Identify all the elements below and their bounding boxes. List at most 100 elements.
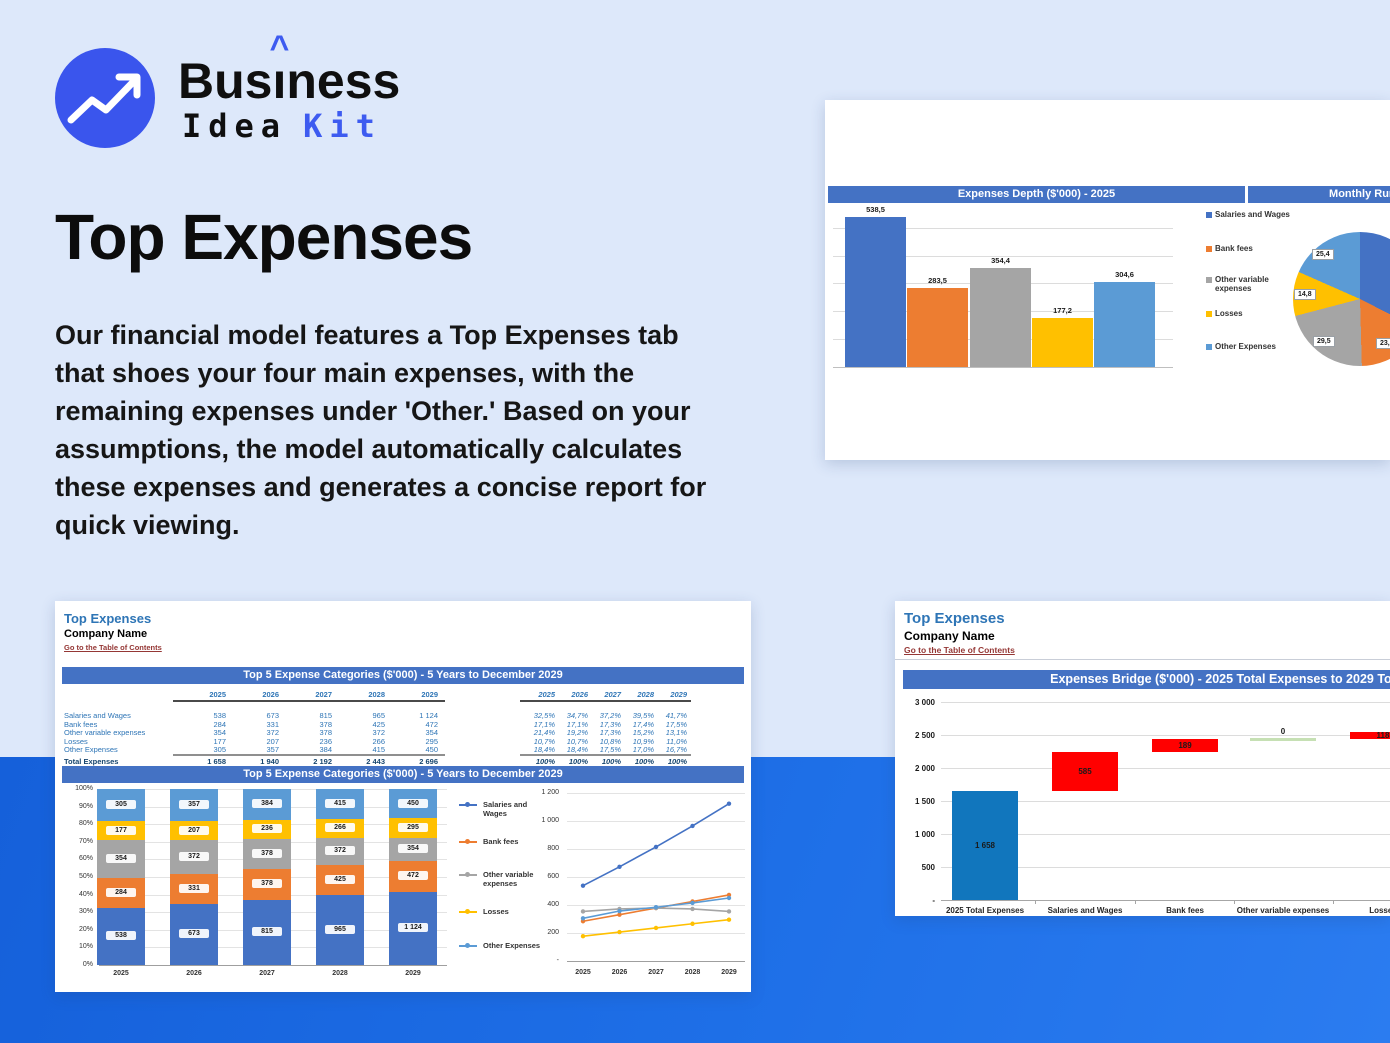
line-point <box>726 801 732 806</box>
table-cell: 415 <box>372 745 385 755</box>
stack-value-label: 815 <box>252 927 282 937</box>
legend-swatch <box>1206 277 1212 283</box>
legend-label: Other Expenses <box>483 941 541 950</box>
legend-label: Losses <box>483 907 509 916</box>
table-pct-cell: 17,1% <box>533 719 555 729</box>
stack-value-label: 673 <box>179 929 209 939</box>
runrate-chart-title: Monthly Run-Rate ($'000 <box>1248 186 1390 203</box>
grid-line <box>567 961 745 962</box>
x-tick-label: Other variable expenses <box>1236 906 1330 915</box>
table-cell: 372 <box>372 728 385 738</box>
table-pct-cell: 21,4% <box>533 728 555 738</box>
brand-word-idea: Idea <box>182 107 288 145</box>
stack-value-label: 415 <box>325 798 355 808</box>
table-cell: 378 <box>319 728 332 738</box>
table-pct-cell: 10,8% <box>599 736 621 746</box>
table-rule <box>520 753 691 756</box>
legend-swatch <box>1206 344 1212 350</box>
grid-line <box>833 227 1173 229</box>
x-tick-label: 2025 <box>113 970 129 977</box>
table-row-label: Other Expenses <box>64 745 118 755</box>
table-cell: 378 <box>319 719 332 729</box>
legend-label: Losses <box>1215 309 1243 318</box>
table-cell: 425 <box>372 719 385 729</box>
bar-value-label: 177,2 <box>1053 305 1072 315</box>
stack-value-label: 425 <box>325 875 355 885</box>
y-tick-label: 600 <box>547 873 559 880</box>
grid-line <box>567 933 745 934</box>
y-tick-label: - <box>932 896 935 905</box>
table-year-header: 2028 <box>368 690 385 699</box>
stack-value-label: 384 <box>252 799 282 809</box>
table-pct-cell: 17,4% <box>632 719 654 729</box>
y-tick-label: 50% <box>78 873 93 880</box>
grid-line <box>941 801 1390 802</box>
y-tick-label: 70% <box>78 837 93 845</box>
waterfall-bar <box>1052 751 1118 791</box>
table-pct-cell: 10,7% <box>566 736 588 746</box>
line-point <box>653 925 659 931</box>
grid-line <box>567 793 745 794</box>
line-point <box>580 883 586 888</box>
table-cell: 295 <box>425 736 438 746</box>
table-year-header: 2026 <box>571 690 588 699</box>
waterfall-bar <box>1350 731 1390 740</box>
table-of-contents-link: Go to the Table of Contents <box>64 643 162 652</box>
y-tick-label: 1 000 <box>541 817 559 824</box>
sheet-company-name: Company Name <box>64 628 148 640</box>
x-tick-label: Losses <box>1369 906 1390 915</box>
table-year-header: 2028 <box>637 690 654 699</box>
y-tick-label: 10% <box>78 943 93 951</box>
stack-value-label: 965 <box>325 925 355 935</box>
stack-value-label: 266 <box>325 823 355 833</box>
divider <box>895 659 1390 660</box>
line-point <box>690 921 695 926</box>
stack-value-label: 378 <box>252 849 282 859</box>
x-tick-label: 2029 <box>721 969 737 976</box>
y-tick-label: - <box>556 957 559 964</box>
x-tick-label: 2026 <box>186 970 202 977</box>
legend-swatch <box>1206 246 1212 252</box>
waterfall-value-label: 0 <box>1280 727 1286 737</box>
table-year-header: 2029 <box>670 690 687 699</box>
table-cell: 538 <box>213 711 226 720</box>
table-row-label: Losses <box>64 736 88 746</box>
pie-slice-label: 25,4 <box>1312 249 1334 260</box>
table-year-header: 2029 <box>421 690 438 699</box>
x-tick-label: 2026 <box>611 969 628 976</box>
line-point <box>617 912 622 917</box>
pie-slice-label: 29,5 <box>1313 336 1335 347</box>
y-tick-label: 80% <box>78 820 93 828</box>
legend-label: Salaries and Wages <box>1215 210 1290 219</box>
stack-value-label: 305 <box>106 800 136 810</box>
table-total-label: Total Expenses <box>64 757 119 766</box>
top5-sheet-card: Top Expenses Company Name Go to the Tabl… <box>55 601 751 992</box>
legend-label: Other variable expenses <box>1215 275 1269 293</box>
y-tick-label: 200 <box>547 929 559 936</box>
table-total-pct: 100% <box>601 757 621 766</box>
stack-value-label: 372 <box>179 852 209 862</box>
bridge-sheet-card: Top Expenses Company Name Go to the Tabl… <box>895 601 1390 916</box>
table-row-label: Other variable expenses <box>64 728 146 738</box>
bar-value-label: 354,4 <box>991 256 1010 266</box>
line-point <box>617 864 622 869</box>
page-description: Our financial model features a Top Expen… <box>55 320 707 540</box>
stack-value-label: 236 <box>252 824 282 834</box>
grid-line <box>99 965 447 966</box>
expenses-depth-card: Expenses Depth ($'000) - 2025 Monthly Ru… <box>825 100 1390 460</box>
sheet-company-name: Company Name <box>904 629 995 643</box>
x-tick-label: 2028 <box>332 970 348 977</box>
stack-value-label: 354 <box>106 853 136 863</box>
bar-0 <box>845 217 906 367</box>
axis-line <box>833 367 1173 368</box>
y-tick-label: 30% <box>78 908 93 916</box>
y-tick-label: 1 500 <box>914 797 935 806</box>
table-year-header: 2026 <box>262 690 279 699</box>
bar-value-label: 283,5 <box>928 276 947 286</box>
line-point <box>617 929 622 935</box>
table-year-header: 2025 <box>538 690 555 699</box>
table-cell: 384 <box>319 745 332 755</box>
table-cell: 331 <box>266 719 279 729</box>
line-point <box>580 909 586 914</box>
waterfall-value-label: 118 <box>1376 731 1390 741</box>
